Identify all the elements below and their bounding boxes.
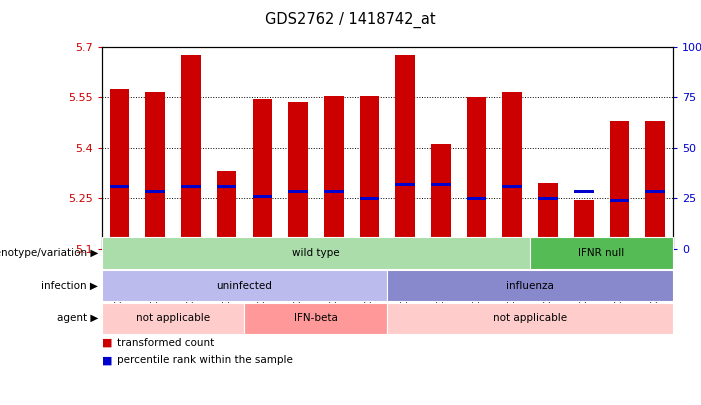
Bar [252,99,272,249]
Bar [360,197,379,200]
Bar [431,183,451,186]
Bar [324,96,343,249]
Bar [288,102,308,249]
Bar [610,198,629,202]
Bar [324,190,343,193]
Bar [538,197,558,200]
Bar [467,197,486,200]
Bar [217,185,236,188]
Text: not applicable: not applicable [493,313,567,323]
Bar [646,190,665,193]
Bar [538,183,558,249]
Bar [395,55,415,249]
Bar [145,92,165,249]
Text: not applicable: not applicable [136,313,210,323]
Text: IFNR null: IFNR null [578,248,625,258]
Text: agent ▶: agent ▶ [57,313,98,323]
Text: IFN-beta: IFN-beta [294,313,338,323]
Bar [360,96,379,249]
Bar [181,185,200,188]
Text: percentile rank within the sample: percentile rank within the sample [117,356,293,365]
Bar [574,190,594,193]
Text: GDS2762 / 1418742_at: GDS2762 / 1418742_at [265,12,436,28]
Bar [252,195,272,198]
Bar [646,121,665,249]
Text: infection ▶: infection ▶ [41,281,98,290]
Bar [109,185,129,188]
Bar [217,171,236,249]
Bar [181,55,200,249]
Bar [288,190,308,193]
Text: ■: ■ [102,338,112,348]
Bar [610,121,629,249]
Text: genotype/variation ▶: genotype/variation ▶ [0,248,98,258]
Bar [395,183,415,186]
Bar [109,89,129,249]
Bar [467,97,486,249]
Bar [503,185,522,188]
Text: influenza: influenza [506,281,554,290]
Text: transformed count: transformed count [117,338,215,348]
Bar [145,190,165,193]
Bar [574,200,594,249]
Text: wild type: wild type [292,248,340,258]
Bar [431,145,451,249]
Text: ■: ■ [102,356,112,365]
Bar [503,92,522,249]
Text: uninfected: uninfected [217,281,273,290]
